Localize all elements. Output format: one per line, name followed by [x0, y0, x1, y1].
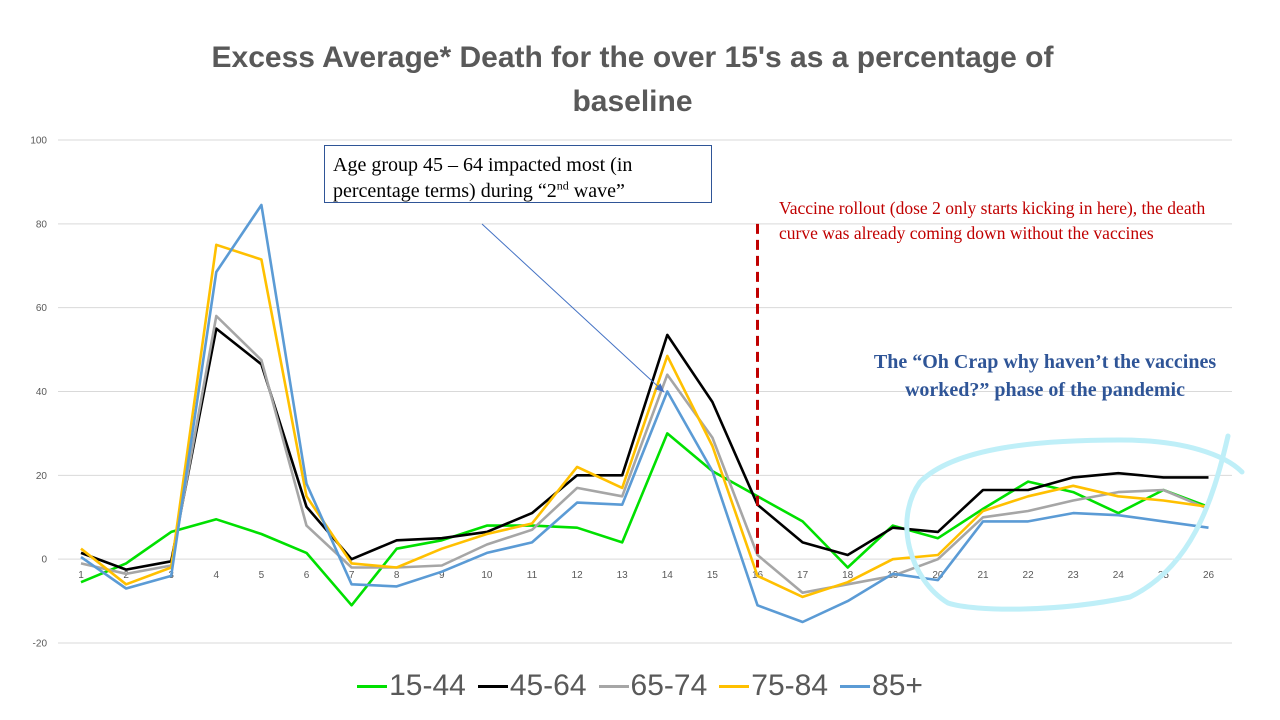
- x-tick-label: 20: [932, 570, 944, 581]
- x-tick-label: 22: [1023, 570, 1035, 581]
- x-tick-label: 8: [394, 570, 400, 581]
- y-tick-label: 0: [41, 555, 47, 566]
- series-line-65-74: [80, 314, 1210, 595]
- hand-drawn-circle: [904, 433, 1245, 612]
- series-line-75-84: [80, 243, 1209, 599]
- x-tick-label: 4: [214, 570, 220, 581]
- y-tick-label: 80: [36, 219, 48, 230]
- legend: 15-44 45-64 65-74 75-84 85+: [0, 666, 1280, 706]
- annotation-arrow-head: [654, 383, 665, 393]
- legend-item-65-74: 65-74: [598, 669, 708, 703]
- x-tick-label: 9: [439, 570, 445, 581]
- y-tick-label: 20: [36, 471, 48, 482]
- x-tick-labels: 1 2 3 4 5 6 7 8 9 10 11 12 13 14 15 16 17 18 19 20 21 22 23 24 2…: [78, 570, 1214, 581]
- y-tick-label: 60: [36, 303, 48, 314]
- legend-item-15-44: 15-44: [357, 669, 466, 703]
- x-tick-label: 6: [304, 570, 310, 581]
- legend-swatch: [719, 684, 750, 688]
- x-tick-label: 13: [617, 570, 629, 581]
- vaccine-rollout-annotation: Vaccine rollout (dose 2 only starts kick…: [779, 198, 1206, 243]
- x-tick-label: 24: [1113, 570, 1125, 581]
- series-lines: [80, 203, 1210, 624]
- x-tick-label: 10: [481, 570, 493, 581]
- x-tick-label: 21: [977, 570, 989, 581]
- legend-item-45-64: 45-64: [477, 669, 587, 703]
- x-tick-label: 11: [527, 570, 538, 581]
- gridlines: [58, 139, 1232, 644]
- chart-title: Excess Average* Death for the over 15's …: [211, 41, 1054, 118]
- x-tick-label: 14: [662, 570, 674, 581]
- x-tick-label: 18: [842, 570, 854, 581]
- x-tick-label: 1: [78, 570, 84, 581]
- x-tick-label: 2: [123, 570, 129, 581]
- legend-swatch: [357, 684, 388, 688]
- y-tick-label: 100: [30, 136, 47, 147]
- x-tick-label: 12: [572, 570, 584, 581]
- legend-swatch: [840, 684, 871, 688]
- series-line-15-44: [80, 432, 1209, 607]
- annotation-arrow: [481, 223, 665, 393]
- y-tick-labels: -20 0 20 40 60 80 100: [30, 136, 47, 650]
- legend-swatch: [598, 684, 629, 688]
- box-note-sup: nd: [556, 178, 569, 193]
- y-tick-label: -20: [33, 639, 48, 650]
- legend-item-85+: 85+: [840, 669, 923, 703]
- series-line-85+: [80, 203, 1209, 624]
- legend-label: 75-84: [751, 669, 829, 702]
- box-note-line2-pre: percentage terms) during “2: [333, 180, 557, 202]
- legend-label: 65-74: [630, 669, 708, 702]
- legend-item-75-84: 75-84: [719, 669, 828, 703]
- legend-label: 45-64: [509, 669, 587, 702]
- legend-swatch: [477, 684, 508, 688]
- legend-label: 85+: [872, 669, 923, 702]
- oh-crap-phase-annotation: The “Oh Crap why haven’t the vaccines wo…: [873, 351, 1217, 401]
- box-note-line1: Age group 45 – 64 impacted most (in: [333, 154, 633, 176]
- legend-label: 15-44: [389, 669, 466, 702]
- x-tick-label: 23: [1068, 570, 1080, 581]
- x-tick-label: 15: [707, 570, 719, 581]
- box-note-line2-post: wave”: [568, 180, 625, 202]
- x-tick-label: 17: [797, 570, 809, 581]
- x-tick-label: 7: [349, 570, 355, 581]
- y-tick-label: 40: [36, 387, 48, 398]
- x-tick-label: 26: [1203, 570, 1215, 581]
- x-tick-label: 5: [259, 570, 265, 581]
- annotation-box-45-64: Age group 45 – 64 impacted most (in perc…: [324, 145, 712, 203]
